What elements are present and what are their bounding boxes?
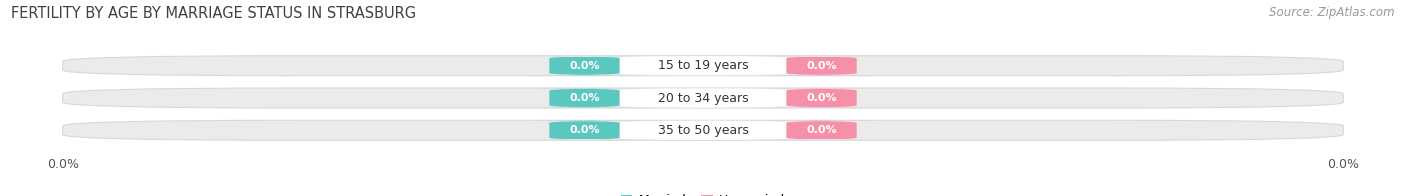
Text: 20 to 34 years: 20 to 34 years xyxy=(658,92,748,104)
FancyBboxPatch shape xyxy=(768,88,876,108)
FancyBboxPatch shape xyxy=(620,56,786,75)
FancyBboxPatch shape xyxy=(620,88,786,108)
Legend: Married, Unmarried: Married, Unmarried xyxy=(616,190,790,196)
FancyBboxPatch shape xyxy=(63,56,1343,76)
FancyBboxPatch shape xyxy=(768,56,876,75)
Text: 0.0%: 0.0% xyxy=(806,93,837,103)
FancyBboxPatch shape xyxy=(530,88,638,108)
FancyBboxPatch shape xyxy=(530,121,638,140)
FancyBboxPatch shape xyxy=(620,121,786,140)
Text: Source: ZipAtlas.com: Source: ZipAtlas.com xyxy=(1270,6,1395,19)
Text: 0.0%: 0.0% xyxy=(569,93,600,103)
Text: 0.0%: 0.0% xyxy=(806,125,837,135)
FancyBboxPatch shape xyxy=(768,121,876,140)
Text: 0.0%: 0.0% xyxy=(806,61,837,71)
Text: 0.0%: 0.0% xyxy=(569,61,600,71)
FancyBboxPatch shape xyxy=(63,120,1343,140)
Text: 0.0%: 0.0% xyxy=(569,125,600,135)
Text: 35 to 50 years: 35 to 50 years xyxy=(658,124,748,137)
FancyBboxPatch shape xyxy=(63,88,1343,108)
Text: 15 to 19 years: 15 to 19 years xyxy=(658,59,748,72)
Text: FERTILITY BY AGE BY MARRIAGE STATUS IN STRASBURG: FERTILITY BY AGE BY MARRIAGE STATUS IN S… xyxy=(11,6,416,21)
FancyBboxPatch shape xyxy=(530,56,638,75)
